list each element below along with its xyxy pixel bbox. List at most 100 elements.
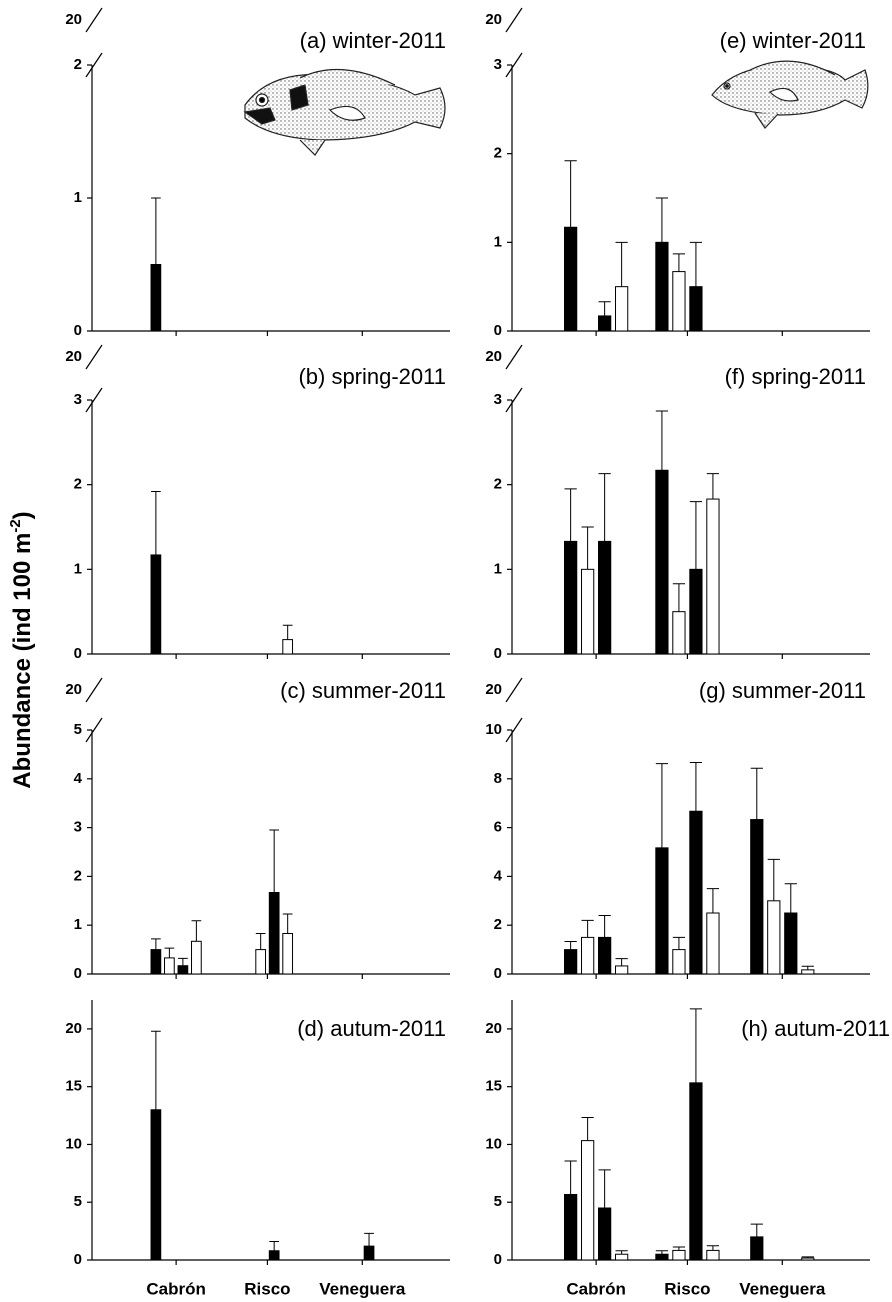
bar [672,611,686,655]
bar [784,912,798,975]
bar [564,226,578,332]
bar [750,1236,764,1261]
bar [564,949,578,975]
bar [655,847,669,975]
panel-title: (g) summer-2011 [699,678,866,703]
axis-break [85,717,103,743]
error-bar [151,197,161,265]
bar [191,940,202,975]
error-bar [282,624,293,640]
bar [655,241,669,332]
bar [689,568,703,655]
bar [164,957,175,975]
axis-break [85,52,103,78]
error-bar [801,1256,814,1259]
error-bar [164,947,175,958]
bar [672,1249,686,1261]
x-tick-label: Risco [664,1279,710,1298]
error-bar [706,1245,720,1251]
y-tick-label: 20 [485,348,502,365]
bar [564,1193,578,1261]
bar [689,286,703,332]
error-bar [598,914,611,938]
x-tick-label: Cabrón [146,1279,206,1298]
bar [689,1082,703,1261]
bar [564,540,578,655]
error-bar [581,526,594,570]
x-tick-label: Veneguera [319,1279,406,1298]
y-tick-label: 3 [494,56,502,73]
error-bar [598,301,611,316]
y-tick-label: 6 [494,819,502,836]
bar [706,912,720,975]
x-tick-label: Risco [244,1279,290,1298]
error-bar [655,197,669,243]
y-tick-label: 20 [485,11,502,28]
bar [581,936,595,975]
error-bar [672,936,686,950]
y-tick-label: 4 [494,867,503,884]
error-bar [564,160,577,228]
panel-title: (h) autum-2011 [741,1016,890,1041]
y-tick-label: 2 [494,916,502,933]
bar [615,965,629,975]
axis-break [505,387,523,413]
y-tick-label: 0 [74,965,82,982]
error-bar [767,858,780,901]
bar [615,1253,629,1261]
error-bar [191,920,202,942]
bar [598,315,612,332]
y-tick-label: 5 [74,721,82,738]
panel-title: (b) spring-2011 [298,364,446,389]
error-bar [581,1117,594,1141]
error-bar [784,883,797,913]
y-tick-label: 2 [74,867,82,884]
error-bar [655,1250,669,1255]
bar [598,540,612,655]
panel-title: (e) winter-2011 [720,28,866,53]
bar [598,936,612,975]
y-tick-label: 0 [494,322,502,339]
error-bar [615,958,628,966]
error-bar [672,253,686,272]
error-bar [655,410,669,471]
bar [282,932,294,975]
y-tick-label: 1 [74,560,82,577]
y-tick-label: 0 [494,1251,502,1268]
y-label-end: ) [9,511,36,519]
y-tick-label: 0 [74,322,82,339]
error-bar [282,913,293,934]
panel-title: (f) spring-2011 [725,364,866,389]
axis-break [505,344,523,370]
error-bar [689,761,703,812]
error-bar [615,241,628,287]
error-bar [269,829,280,893]
error-bar [801,965,814,970]
axis-break [505,7,523,33]
error-bar [706,473,720,500]
y-tick-label: 2 [494,145,502,162]
x-tick-label: Veneguera [739,1279,826,1298]
y-tick-label: 0 [74,1251,82,1268]
bar [689,810,703,975]
y-tick-label: 10 [485,721,502,738]
y-label-text: Abundance (ind 100 m [9,533,36,789]
y-tick-label: 20 [65,1020,82,1037]
y-tick-label: 10 [65,1135,82,1152]
bar [150,554,162,655]
bar [655,469,669,655]
y-tick-label: 20 [65,11,82,28]
bar [672,271,686,332]
y-tick-label: 3 [74,391,82,408]
axis-break [85,7,103,33]
fish-illustration-left [243,68,446,156]
bar [150,264,162,332]
bar [363,1245,375,1261]
error-bar [706,888,720,913]
error-bar [364,1232,374,1247]
y-tick-label: 8 [494,770,502,787]
bar [706,498,720,655]
error-bar [615,1250,628,1255]
bar [706,1249,720,1261]
